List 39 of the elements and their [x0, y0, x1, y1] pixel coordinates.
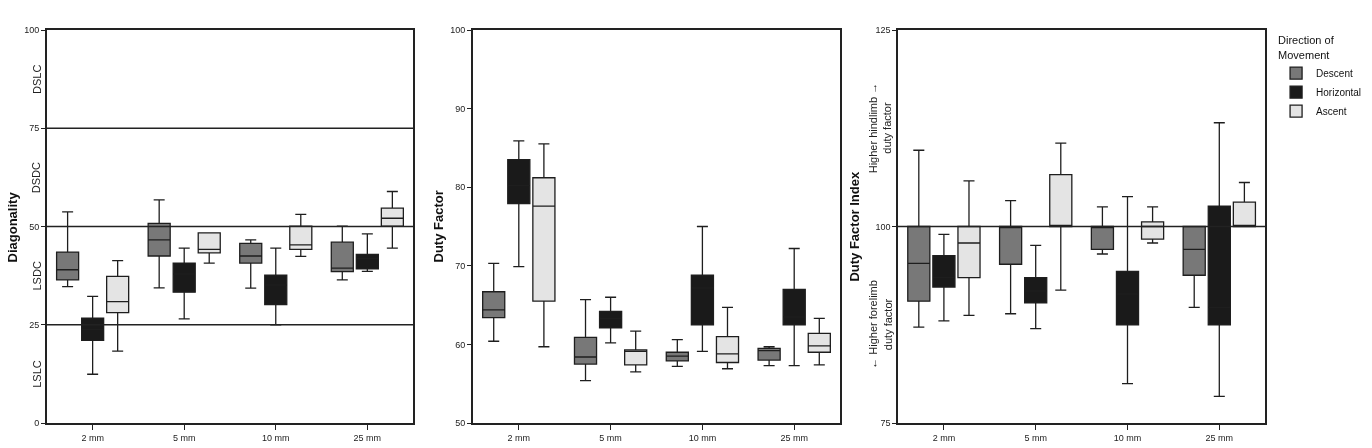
x-tick-label: 5 mm	[1024, 432, 1047, 443]
x-tick-label: 25 mm	[1205, 432, 1234, 443]
legend-title: Direction of Movement	[1278, 34, 1335, 61]
x-tick-label: 5 mm	[599, 432, 622, 443]
text: LSDC	[31, 261, 44, 291]
y-tick-label: 0	[34, 418, 40, 429]
x-tick-label: 10 mm	[688, 432, 717, 443]
legend-label: Horizontal	[1316, 87, 1362, 98]
x-tick-label: 2 mm	[932, 432, 956, 443]
y-tick-label: 100	[450, 25, 466, 36]
x-tick-label: 2 mm	[81, 432, 104, 443]
y-tick-label: 90	[455, 103, 466, 114]
y-tick-label: 100	[24, 25, 40, 36]
y-tick-label: 50	[455, 418, 466, 429]
y-tick-label: 50	[29, 221, 40, 232]
y-tick-label: 100	[875, 221, 891, 232]
text: Higher hindlimb → duty factor	[866, 82, 894, 174]
y-tick-label: 80	[455, 182, 466, 193]
y-tick-label: 70	[455, 260, 466, 271]
x-tick-label: 2 mm	[507, 432, 531, 443]
text: DSDC	[30, 162, 43, 194]
x-tick-label: 25 mm	[353, 432, 382, 443]
y-axis-title: Duty Factor Index	[846, 171, 862, 282]
x-tick-label: 5 mm	[172, 432, 196, 443]
x-tick-label: 10 mm	[262, 432, 290, 443]
text: DSLC	[30, 64, 43, 95]
legend-label: Ascent	[1316, 106, 1347, 117]
x-tick-label: 25 mm	[780, 432, 808, 443]
x-tick-label: 10 mm	[1113, 432, 1142, 443]
text: ← Higher forelimb duty factor	[867, 280, 894, 369]
legend-label: Descent	[1316, 68, 1353, 79]
y-tick-label: 125	[875, 25, 891, 36]
y-axis-title: Diagonality	[5, 191, 21, 263]
y-tick-label: 60	[455, 339, 466, 350]
y-tick-label: 75	[29, 123, 40, 134]
y-tick-label: 25	[29, 319, 40, 330]
y-tick-label: 75	[880, 418, 891, 429]
text: LSLC	[31, 360, 43, 388]
y-axis-title: Duty Factor	[431, 190, 447, 263]
